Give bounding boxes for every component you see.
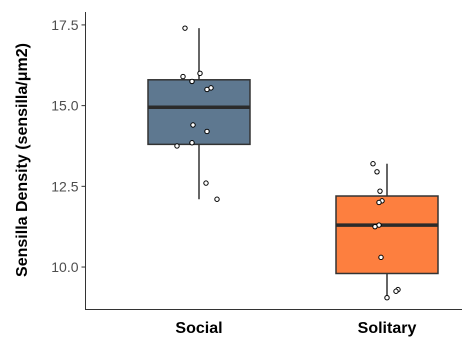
data-point [370, 161, 376, 167]
y-tick-label: 10.0 [51, 259, 78, 275]
data-point [204, 128, 210, 135]
x-labels: Social Solitary [175, 320, 416, 337]
x-category-label: Social [175, 320, 222, 337]
data-point [393, 288, 399, 294]
y-ticks: 10.0 12.5 15.0 17.5 [51, 17, 86, 275]
data-point [189, 140, 195, 146]
data-point [374, 169, 380, 175]
data-point [384, 295, 390, 301]
x-category-label: Solitary [358, 320, 417, 337]
y-tick-label: 17.5 [51, 17, 78, 33]
box-group-solitary [335, 161, 439, 301]
box-group-social [147, 25, 251, 202]
data-point [203, 180, 209, 186]
data-point [180, 73, 186, 80]
iqr-box [335, 195, 439, 275]
data-point [174, 143, 180, 149]
data-point [372, 223, 378, 230]
data-point [214, 196, 220, 202]
y-axis-title: Sensilla Density (sensilla/μm2) [14, 43, 31, 277]
boxes [147, 25, 439, 301]
data-point [197, 70, 203, 77]
y-tick-label: 12.5 [51, 178, 78, 194]
data-point [189, 78, 195, 85]
data-point [190, 122, 196, 128]
data-point [204, 86, 210, 93]
data-point [376, 199, 382, 206]
data-point [182, 25, 188, 31]
data-point [378, 254, 384, 261]
data-point [377, 188, 383, 194]
y-tick-label: 15.0 [51, 98, 78, 114]
iqr-box [147, 79, 251, 146]
